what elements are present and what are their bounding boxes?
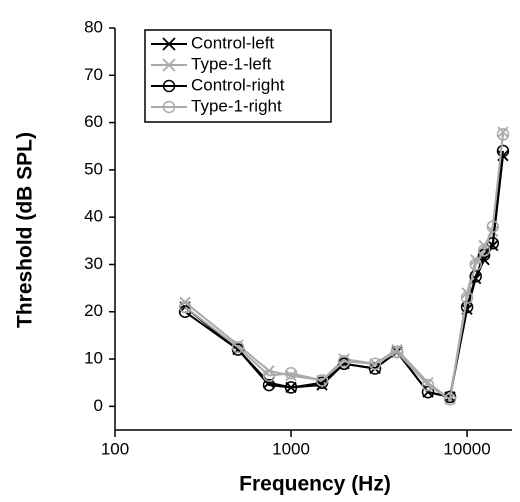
point	[315, 374, 329, 387]
point	[486, 220, 500, 233]
legend-label: Control-right	[191, 75, 285, 94]
point	[496, 144, 510, 158]
point	[421, 378, 435, 392]
point	[231, 340, 245, 354]
point	[337, 355, 351, 368]
point	[284, 381, 298, 394]
y-tick-label: 10	[84, 349, 103, 368]
x-tick-label: 10000	[443, 439, 490, 458]
legend-marker	[162, 37, 176, 51]
x-tick-label: 1000	[272, 439, 310, 458]
point	[469, 270, 482, 283]
point	[262, 369, 276, 382]
x-axis-title: Frequency (Hz)	[239, 473, 391, 496]
point	[443, 393, 457, 406]
y-tick-label: 20	[84, 301, 103, 320]
legend-marker	[162, 100, 176, 114]
point	[316, 379, 328, 391]
point	[368, 357, 382, 371]
y-tick-label: 0	[94, 396, 103, 415]
legend-label: Type-1-right	[191, 96, 282, 115]
point	[285, 369, 297, 382]
y-tick-label: 50	[84, 159, 103, 178]
point	[284, 366, 298, 380]
point	[262, 378, 276, 392]
point	[496, 128, 510, 141]
point	[477, 244, 491, 257]
point	[421, 385, 435, 399]
point	[460, 291, 474, 304]
series	[178, 128, 510, 406]
point	[179, 296, 191, 308]
legend-marker	[162, 79, 176, 93]
y-tick-label: 80	[84, 17, 103, 36]
y-tick-label: 30	[84, 254, 103, 273]
x-tick-label: 100	[101, 439, 129, 458]
y-axis-title: Threshold (dB SPL)	[14, 132, 37, 328]
y-tick-label: 40	[84, 207, 103, 226]
point	[469, 258, 482, 271]
point	[178, 300, 192, 314]
series	[178, 144, 510, 404]
legend-marker	[162, 58, 176, 72]
point	[263, 365, 275, 377]
point	[497, 126, 509, 138]
legend-label: Control-left	[191, 33, 274, 52]
legend-label: Type-1-left	[191, 54, 272, 73]
y-tick-label: 60	[84, 112, 103, 131]
y-tick-label: 70	[84, 65, 103, 84]
point	[390, 345, 404, 359]
